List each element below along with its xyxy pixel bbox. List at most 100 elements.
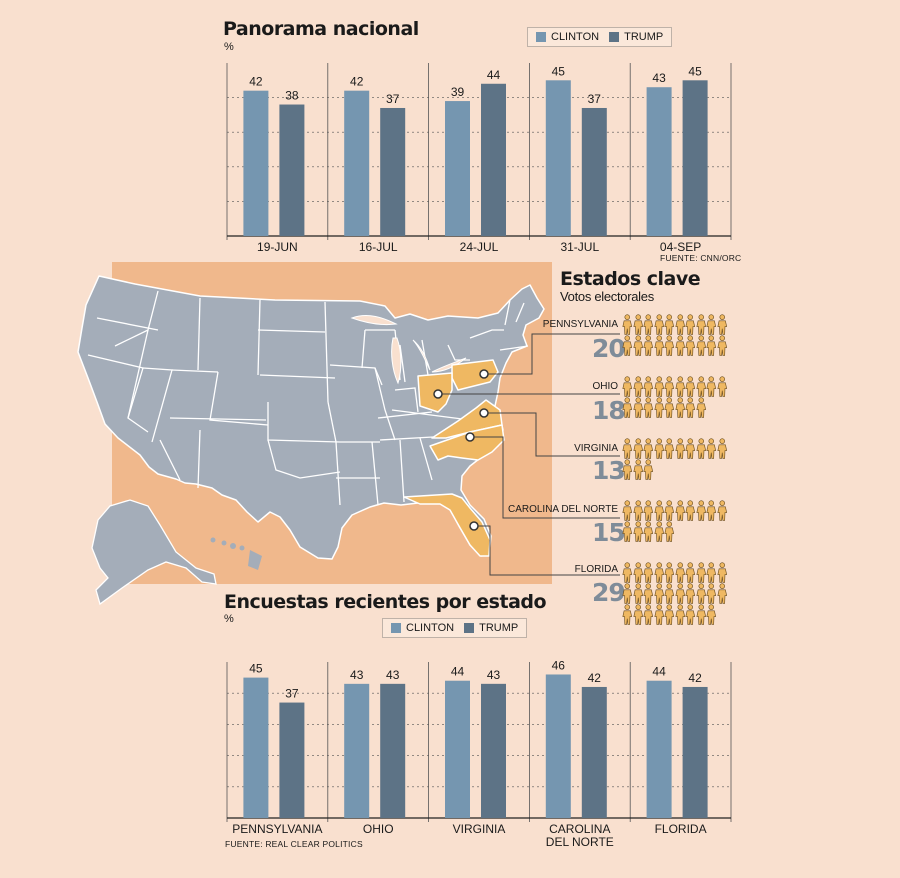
legend-clinton: CLINTON	[391, 622, 454, 634]
person-icon	[706, 604, 717, 625]
florida-shape	[403, 493, 491, 557]
legend-trump-label: TRUMP	[624, 31, 664, 43]
bar-clinton	[646, 680, 672, 818]
bar-clinton	[243, 677, 269, 818]
person-icon	[653, 314, 664, 335]
states-chart-title: Encuestas recientes por estado	[224, 591, 547, 613]
person-icon	[664, 335, 675, 356]
person-icon	[653, 521, 664, 542]
person-icon	[706, 562, 717, 583]
bar-trump	[380, 107, 406, 236]
key-states-title: Estados clave	[560, 268, 701, 290]
legend-trump-swatch	[464, 623, 475, 633]
people-group-ohio	[622, 376, 727, 418]
legend-clinton-swatch	[391, 623, 401, 633]
data-label-clinton: 43	[652, 71, 666, 85]
bar-trump	[279, 702, 305, 818]
person-icon	[706, 376, 717, 397]
person-icon	[706, 438, 717, 459]
category-label-line: 19-JUN	[257, 240, 298, 254]
state-connector-lines	[438, 333, 620, 576]
data-label-trump: 44	[487, 68, 501, 82]
person-icon	[716, 583, 727, 604]
person-icon	[695, 335, 706, 356]
data-label-trump: 37	[588, 92, 602, 106]
lake-erie	[431, 357, 467, 373]
person-icon	[632, 314, 643, 335]
person-icon	[695, 397, 706, 418]
person-icon	[664, 521, 675, 542]
national-chart-legend: CLINTON TRUMP	[527, 27, 673, 47]
category-label: VIRGINIA	[453, 822, 506, 836]
bar-trump	[481, 83, 506, 236]
person-icon	[622, 397, 633, 418]
bar-clinton	[344, 90, 370, 237]
person-icon	[685, 314, 696, 335]
data-label-trump: 42	[588, 671, 602, 685]
state-label-florida: FLORIDA	[574, 564, 618, 575]
people-group-pennsylvania	[622, 314, 727, 356]
category-label: FLORIDA	[655, 822, 707, 836]
category-label-line: VIRGINIA	[453, 822, 506, 836]
person-icon	[674, 335, 685, 356]
person-icon	[643, 583, 654, 604]
people-group-virginia	[622, 438, 727, 480]
state-label-north-carolina: CAROLINA DEL NORTE	[507, 504, 618, 515]
bar-trump	[581, 686, 607, 818]
person-icon	[706, 500, 717, 521]
person-icon	[653, 335, 664, 356]
person-icon	[695, 500, 706, 521]
state-label-virginia: VIRGINIA	[574, 443, 618, 454]
person-icon	[643, 376, 654, 397]
bar-clinton	[646, 87, 672, 236]
person-icon	[664, 314, 675, 335]
bar-clinton	[243, 90, 269, 237]
lake-superior	[350, 315, 398, 326]
person-icon	[643, 562, 654, 583]
person-icon	[643, 335, 654, 356]
category-label-line: OHIO	[363, 822, 394, 836]
bar-clinton	[545, 80, 571, 236]
people-group-north-carolina	[622, 500, 727, 542]
national-chart-unit: %	[224, 41, 234, 53]
person-icon	[632, 562, 643, 583]
person-icon	[643, 438, 654, 459]
bar-clinton	[445, 101, 470, 236]
category-label: 24-JUL	[460, 240, 499, 254]
person-icon	[653, 500, 664, 521]
category-label: 31-JUL	[560, 240, 599, 254]
states-chart-unit: %	[224, 613, 234, 625]
person-icon	[622, 459, 633, 480]
person-icon	[674, 562, 685, 583]
bar-trump	[682, 686, 708, 818]
person-icon	[653, 438, 664, 459]
person-icon	[622, 521, 633, 542]
person-icon	[716, 500, 727, 521]
bar-trump	[581, 107, 607, 236]
data-label-clinton: 45	[552, 64, 566, 78]
person-icon	[664, 397, 675, 418]
person-icon	[643, 521, 654, 542]
person-icon	[632, 335, 643, 356]
person-icon	[653, 562, 664, 583]
state-markers	[433, 369, 489, 531]
hawaii-shape	[210, 537, 262, 570]
person-icon	[716, 376, 727, 397]
electoral-votes-virginia: 13	[592, 456, 626, 485]
person-icon	[685, 500, 696, 521]
person-icon	[674, 500, 685, 521]
person-icon	[685, 604, 696, 625]
bar-trump	[380, 683, 406, 818]
person-icon	[695, 604, 706, 625]
data-label-clinton: 45	[249, 662, 263, 676]
category-label-line: DEL NORTE	[546, 835, 614, 849]
state-label-ohio: OHIO	[592, 381, 618, 392]
legend-clinton: CLINTON	[536, 31, 599, 43]
legend-trump: TRUMP	[609, 31, 663, 43]
person-icon	[664, 583, 675, 604]
state-label-pennsylvania: PENNSYLVANIA	[542, 319, 618, 330]
bar-trump	[682, 80, 708, 236]
person-icon	[706, 335, 717, 356]
legend-clinton-label: CLINTON	[551, 31, 600, 43]
